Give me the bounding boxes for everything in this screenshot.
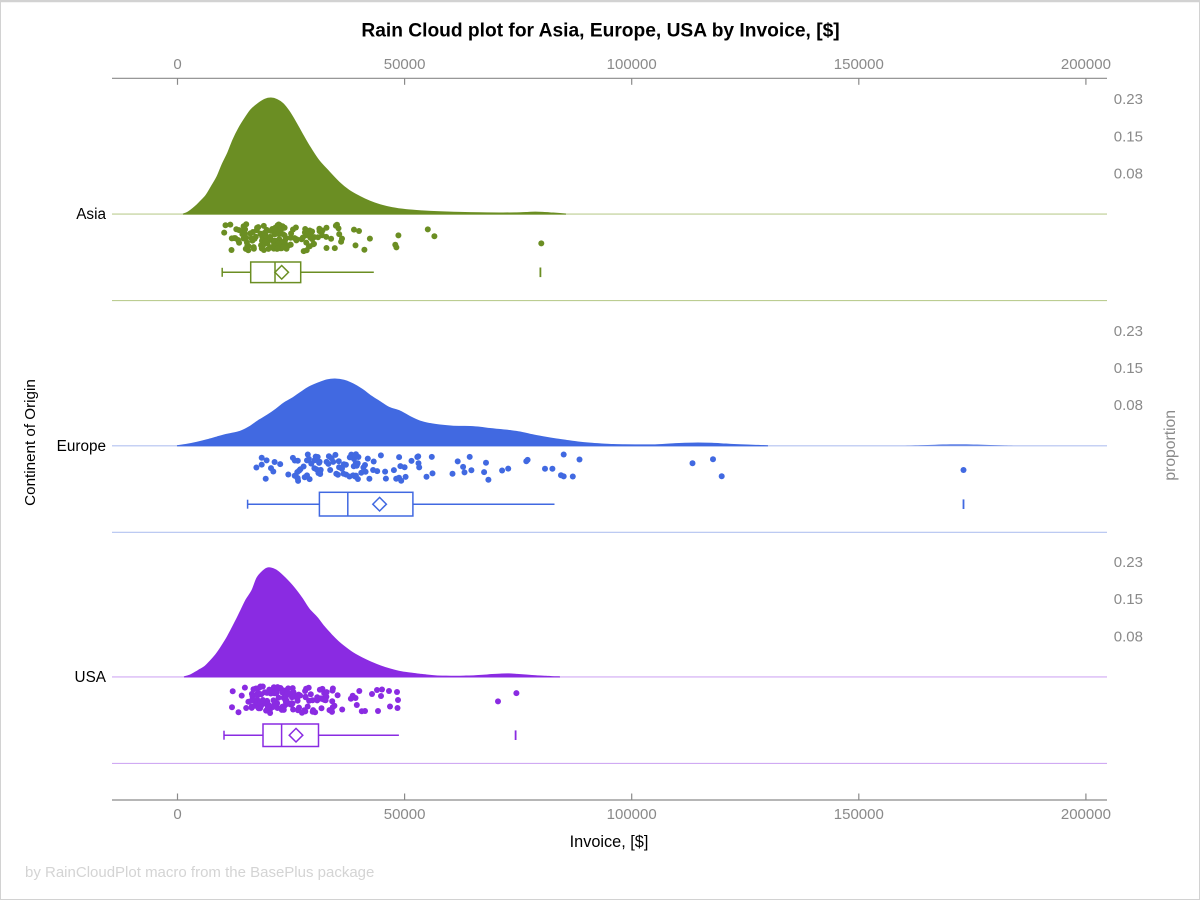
svg-text:200000: 200000 [1061,806,1111,823]
svg-text:100000: 100000 [607,56,657,73]
svg-text:50000: 50000 [384,56,426,73]
svg-text:proportion: proportion [1162,410,1179,481]
svg-text:Invoice, [$]: Invoice, [$] [570,833,649,851]
svg-text:0.08: 0.08 [1114,628,1143,645]
svg-text:0.08: 0.08 [1114,166,1143,183]
svg-text:0.23: 0.23 [1114,91,1143,108]
svg-text:150000: 150000 [834,56,884,73]
svg-text:Asia: Asia [76,206,106,223]
svg-text:USA: USA [75,669,107,686]
svg-text:0.23: 0.23 [1114,554,1143,571]
svg-text:Europe: Europe [57,438,106,455]
svg-text:150000: 150000 [834,806,884,823]
svg-text:0: 0 [173,806,181,823]
svg-text:100000: 100000 [607,806,657,823]
svg-text:Continent of Origin: Continent of Origin [22,379,39,506]
svg-text:Rain Cloud plot for Asia, Euro: Rain Cloud plot for Asia, Europe, USA by… [361,21,839,42]
svg-text:0.08: 0.08 [1114,397,1143,414]
svg-text:0.15: 0.15 [1114,360,1143,377]
svg-text:0: 0 [173,56,181,73]
svg-text:by RainCloudPlot macro from th: by RainCloudPlot macro from the BasePlus… [25,864,374,881]
svg-text:200000: 200000 [1061,56,1111,73]
svg-text:50000: 50000 [384,806,426,823]
svg-text:0.15: 0.15 [1114,591,1143,608]
svg-text:0.15: 0.15 [1114,128,1143,145]
svg-text:0.23: 0.23 [1114,323,1143,340]
